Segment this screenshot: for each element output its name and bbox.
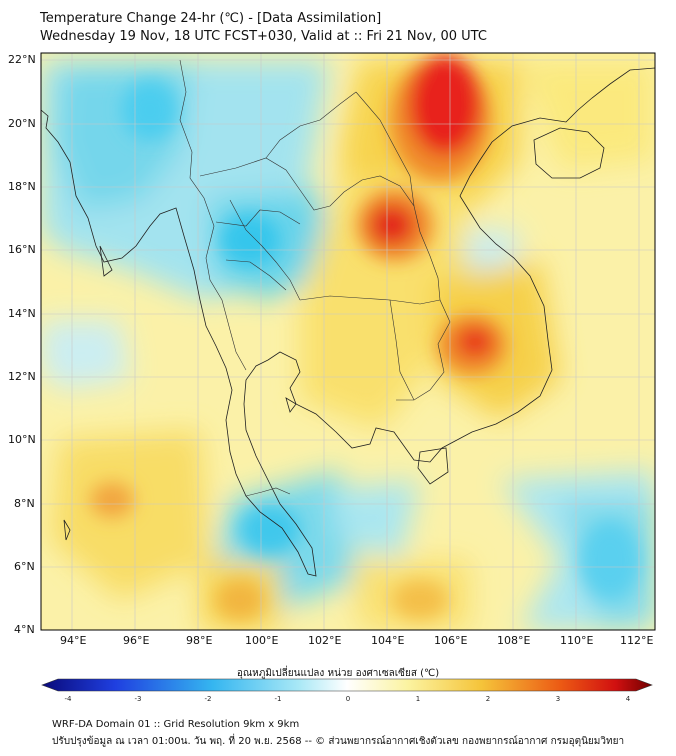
lat-label: 12°N bbox=[8, 370, 36, 383]
lon-label: 106°E bbox=[434, 634, 468, 647]
colorbar-tick-label: 2 bbox=[486, 695, 490, 703]
lon-label: 100°E bbox=[245, 634, 279, 647]
graticule bbox=[41, 53, 655, 630]
colorbar-tick-label: 3 bbox=[556, 695, 560, 703]
colorbar-tick-label: -3 bbox=[135, 695, 142, 703]
colorbar-title: อุณหภูมิเปลี่ยนแปลง หน่วย องศาเซลเซียส (… bbox=[236, 668, 440, 679]
footer-credit: ปรับปรุงข้อมูล ณ เวลา 01:00น. วัน พฤ. ที… bbox=[52, 736, 625, 747]
lon-label: 102°E bbox=[308, 634, 342, 647]
lat-label: 22°N bbox=[8, 53, 36, 66]
colorbar-ticks: -4 -3 -2 -1 0 1 2 3 4 bbox=[65, 695, 631, 703]
coastlines bbox=[41, 67, 655, 577]
country-borders bbox=[179, 59, 451, 497]
colorbar-tick-label: 0 bbox=[346, 695, 350, 703]
lat-label: 14°N bbox=[8, 307, 36, 320]
lon-label: 96°E bbox=[123, 634, 150, 647]
chart-subtitle: Wednesday 19 Nov, 18 UTC FCST+030, Valid… bbox=[40, 29, 487, 44]
temperature-field bbox=[41, 53, 655, 630]
colorbar-tick-label: 1 bbox=[416, 695, 420, 703]
lat-label: 10°N bbox=[8, 433, 36, 446]
colorbar-ramp bbox=[41, 678, 653, 692]
lon-label: 104°E bbox=[371, 634, 405, 647]
chart-title: Temperature Change 24-hr (℃) - [Data Ass… bbox=[40, 11, 382, 26]
lat-label: 18°N bbox=[8, 180, 36, 193]
colorbar: -4 -3 -2 -1 0 1 2 3 4 bbox=[41, 678, 653, 703]
lat-label: 20°N bbox=[8, 117, 36, 130]
lon-label: 108°E bbox=[497, 634, 531, 647]
lat-label: 6°N bbox=[14, 560, 35, 573]
lon-label: 98°E bbox=[186, 634, 213, 647]
colorbar-tick-label: -2 bbox=[205, 695, 212, 703]
lon-label: 112°E bbox=[620, 634, 654, 647]
colorbar-tick-label: -1 bbox=[275, 695, 282, 703]
colorbar-tick-label: 4 bbox=[626, 695, 631, 703]
footer-model-info: WRF-DA Domain 01 :: Grid Resolution 9km … bbox=[52, 719, 300, 730]
lat-label: 16°N bbox=[8, 243, 36, 256]
lon-label: 94°E bbox=[60, 634, 87, 647]
lon-label: 110°E bbox=[560, 634, 594, 647]
plot-frame bbox=[40, 52, 656, 631]
lat-label: 8°N bbox=[14, 497, 35, 510]
lat-label: 4°N bbox=[14, 623, 35, 636]
colorbar-tick-label: -4 bbox=[65, 695, 73, 703]
